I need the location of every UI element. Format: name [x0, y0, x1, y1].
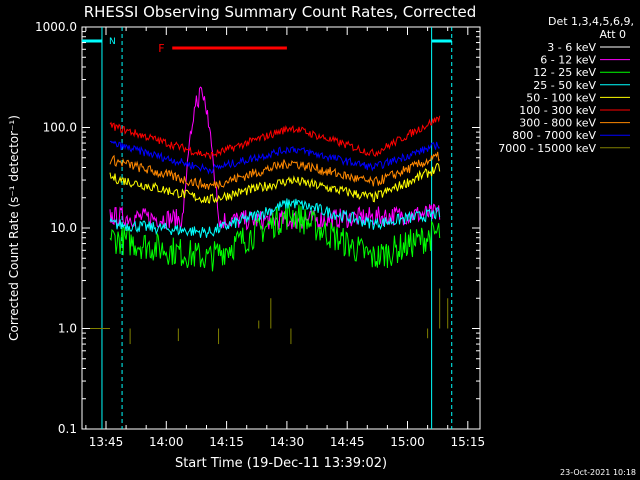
x-tick-label: 14:45 — [330, 435, 365, 449]
series-line-3 — [109, 198, 441, 238]
series-line-7 — [109, 140, 440, 175]
legend-entry-label: 7000 - 15000 keV — [498, 142, 596, 155]
night-label: N — [109, 37, 116, 47]
plot-area: N F — [81, 26, 481, 430]
y-tick-label: 0.1 — [58, 422, 77, 436]
x-tick-label: 14:30 — [270, 435, 305, 449]
y-tick-label: 10.0 — [50, 221, 77, 235]
x-tick-label: 13:45 — [89, 435, 124, 449]
x-tick-label: 14:00 — [149, 435, 184, 449]
flare-label: F — [158, 42, 164, 55]
legend-entry-label: 800 - 7000 keV — [512, 129, 596, 142]
series-line-0 — [109, 155, 441, 215]
y-axis: 0.1 1.0 10.0 100.0 1000.0 — [35, 20, 480, 436]
y-tick-label: 100.0 — [43, 121, 77, 135]
x-axis: 13:45 14:00 14:15 14:30 14:45 15:00 15:15 — [85, 27, 486, 449]
legend-entry-label: 50 - 100 keV — [526, 91, 596, 104]
legend-entry-label: 300 - 800 keV — [519, 117, 596, 130]
x-axis-label: Start Time (19-Dec-11 13:39:02) — [175, 456, 387, 471]
x-tick-label: 15:15 — [451, 435, 486, 449]
legend-entry-label: 25 - 50 keV — [533, 79, 596, 92]
legend-header-line-1: Det 1,3,4,5,6,9, — [548, 15, 634, 28]
y-tick-label: 1.0 — [58, 322, 77, 336]
chart-title: RHESSI Observing Summary Count Rates, Co… — [84, 3, 477, 21]
x-tick-label: 14:15 — [209, 435, 244, 449]
legend-entry-label: 3 - 6 keV — [547, 41, 596, 54]
series-line-5 — [109, 115, 441, 160]
legend-header-line-2: Att 0 — [600, 28, 626, 41]
y-tick-label: 1000.0 — [35, 20, 77, 34]
x-tick-label: 15:00 — [390, 435, 425, 449]
series-line-4 — [109, 162, 441, 204]
legend-entry-label: 100 - 300 keV — [519, 104, 596, 117]
legend-entry-label: 6 - 12 keV — [540, 54, 596, 67]
legend-entry-label: 12 - 25 keV — [533, 66, 596, 79]
series-line-2 — [109, 201, 441, 272]
series-line-6 — [109, 151, 441, 190]
footer-date: 23-Oct-2021 10:18 — [560, 468, 636, 477]
y-axis-label: Corrected Count Rate (s⁻¹ detector⁻¹) — [7, 115, 21, 341]
